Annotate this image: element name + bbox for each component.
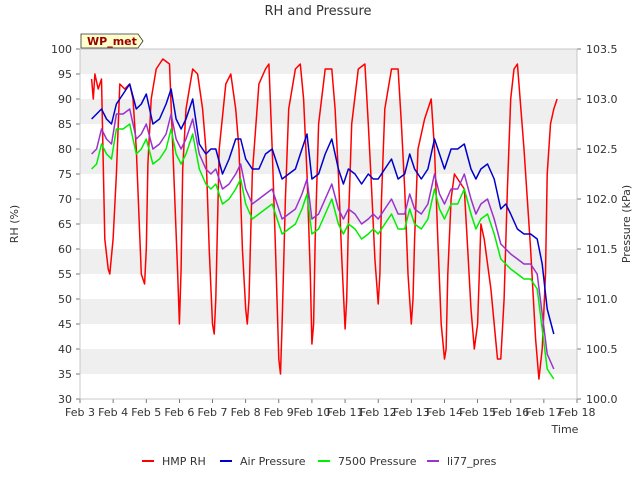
- grid-band: [80, 249, 577, 274]
- right-y-tick-label: 102.0: [586, 193, 618, 206]
- grid-band: [80, 349, 577, 374]
- grid-band: [80, 99, 577, 124]
- left-y-tick-label: 100: [51, 43, 72, 56]
- grid-band: [80, 199, 577, 224]
- x-tick-label: Feb 10: [293, 406, 330, 419]
- left-y-tick-label: 35: [58, 368, 72, 381]
- x-tick-label: Feb 11: [327, 406, 364, 419]
- x-tick-label: Feb 9: [264, 406, 294, 419]
- left-y-tick-label: 85: [58, 118, 72, 131]
- x-tick-label: Feb 6: [164, 406, 194, 419]
- x-tick-label: Feb 7: [198, 406, 228, 419]
- left-y-tick-label: 60: [58, 243, 72, 256]
- station-badge: WP_met: [80, 33, 144, 49]
- x-tick-label: Feb 3: [65, 406, 95, 419]
- plot-bands: [80, 49, 577, 399]
- x-tick-label: Feb 15: [459, 406, 496, 419]
- right-y-tick-label: 102.5: [586, 143, 618, 156]
- grid-band: [80, 149, 577, 174]
- legend-label-air-pressure: Air Pressure: [240, 455, 306, 468]
- left-y-tick-label: 45: [58, 318, 72, 331]
- right-y-axis: 100.0 100.5 101.0 101.5 102.0 102.5 103.0 103.5: [577, 43, 618, 406]
- x-tick-label: Feb 8: [231, 406, 261, 419]
- left-y-tick-label: 30: [58, 393, 72, 406]
- series-line-air-pressure: [91, 83, 555, 335]
- legend-label-7500-pressure: 7500 Pressure: [338, 455, 417, 468]
- series-line-hmp-rh: [90, 58, 558, 380]
- x-tick-label: Feb 4: [98, 406, 128, 419]
- right-y-tick-label: 100.0: [586, 393, 618, 406]
- right-y-tick-label: 100.5: [586, 343, 618, 356]
- legend: HMP RH Air Pressure 7500 Pressure li77_pres: [142, 455, 497, 468]
- right-y-tick-label: 103.0: [586, 93, 618, 106]
- left-y-tick-label: 90: [58, 93, 72, 106]
- left-y-tick-label: 65: [58, 218, 72, 231]
- x-tick-label: Feb 16: [492, 406, 529, 419]
- left-y-tick-label: 70: [58, 193, 72, 206]
- right-y-tick-label: 103.5: [586, 43, 618, 56]
- x-tick-label: Feb 5: [131, 406, 161, 419]
- right-y-tick-label: 101.0: [586, 293, 618, 306]
- x-tick-label: Feb 12: [360, 406, 397, 419]
- x-tick-label: Feb 18: [559, 406, 596, 419]
- x-axis-label: Time: [551, 423, 579, 436]
- left-y-tick-label: 75: [58, 168, 72, 181]
- series-line-7500-pressure: [91, 123, 555, 380]
- legend-label-li77-pres: li77_pres: [447, 455, 497, 468]
- x-tick-label: Feb 13: [393, 406, 430, 419]
- left-y-tick-label: 40: [58, 343, 72, 356]
- right-y-axis-label: Pressure (kPa): [620, 185, 633, 263]
- left-y-tick-label: 55: [58, 268, 72, 281]
- left-y-axis: 30 35 40 45 50 55 60 65 70 75 80 85 90 95 100: [51, 43, 80, 406]
- right-y-tick-label: 101.5: [586, 243, 618, 256]
- series-lines: [90, 58, 558, 380]
- left-y-tick-label: 50: [58, 293, 72, 306]
- x-axis: Feb 3 Feb 4 Feb 5 Feb 6 Feb 7 Feb 8 Feb 9 Feb 1…: [65, 399, 595, 419]
- left-y-axis-label: RH (%): [8, 205, 21, 243]
- series-line-li77-pres: [91, 108, 555, 370]
- station-badge-box: [80, 33, 144, 49]
- left-y-tick-label: 80: [58, 143, 72, 156]
- legend-label-hmp-rh: HMP RH: [162, 455, 206, 468]
- x-tick-label: Feb 17: [525, 406, 562, 419]
- chart-title: RH and Pressure: [264, 4, 371, 19]
- plot-frame: [79, 48, 578, 400]
- grid-band: [80, 49, 577, 74]
- left-y-tick-label: 95: [58, 68, 72, 81]
- x-tick-label: Feb 14: [426, 406, 463, 419]
- station-badge-text: WP_met: [87, 35, 137, 48]
